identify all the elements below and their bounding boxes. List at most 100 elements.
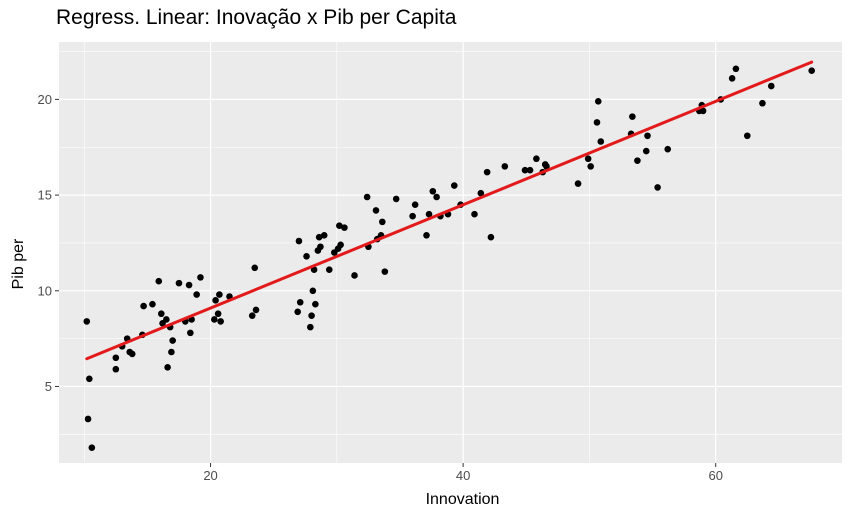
data-point	[295, 237, 303, 245]
data-point	[149, 300, 156, 308]
data-point	[533, 155, 540, 163]
data-point	[187, 329, 194, 337]
data-point	[336, 222, 343, 230]
data-point	[296, 298, 304, 306]
data-point	[363, 193, 371, 201]
data-point	[303, 253, 310, 260]
data-point	[112, 365, 120, 373]
data-point	[423, 231, 430, 239]
y-tick-label: 20	[38, 92, 52, 107]
data-point	[351, 272, 358, 279]
x-axis: 20 40 60	[203, 463, 723, 483]
data-point	[372, 207, 380, 214]
major-gridlines	[59, 42, 842, 463]
plot-panel	[59, 42, 842, 463]
data-point	[325, 266, 333, 274]
data-point	[88, 444, 96, 451]
data-point	[501, 163, 509, 170]
data-point	[450, 182, 458, 189]
data-point	[743, 132, 751, 140]
data-point	[521, 166, 529, 174]
data-point	[193, 291, 200, 298]
data-point	[429, 187, 437, 195]
data-point	[587, 163, 594, 170]
data-point	[337, 241, 344, 249]
x-axis-title: Innovation	[425, 491, 500, 508]
data-point	[128, 350, 136, 358]
data-point	[251, 264, 259, 272]
data-point	[185, 281, 193, 289]
data-point	[341, 224, 348, 231]
data-point	[309, 287, 317, 295]
data-point	[84, 415, 92, 423]
data-point	[808, 67, 815, 75]
data-point	[157, 310, 165, 318]
data-point	[211, 316, 218, 323]
data-point	[526, 166, 534, 174]
data-point	[642, 147, 650, 155]
chart-title: Regress. Linear: Inovação x Pib per Capi…	[56, 6, 457, 29]
data-point	[168, 348, 175, 356]
data-point	[248, 312, 256, 319]
data-point	[644, 132, 651, 140]
data-point	[175, 279, 183, 287]
data-point	[164, 364, 171, 371]
data-point	[216, 291, 223, 298]
data-point	[728, 75, 736, 82]
data-point	[594, 98, 602, 105]
y-axis-title: Pib per	[10, 238, 27, 290]
data-point	[217, 318, 224, 325]
data-point	[163, 316, 170, 323]
x-tick-label: 60	[708, 468, 722, 483]
data-point	[294, 308, 301, 316]
x-tick-label: 40	[456, 468, 470, 483]
data-point	[409, 212, 416, 220]
data-point	[597, 138, 605, 145]
data-point	[252, 306, 260, 314]
data-point	[308, 312, 315, 319]
data-point	[593, 119, 601, 126]
data-point	[307, 323, 314, 331]
y-tick-label: 15	[38, 188, 52, 203]
data-point	[320, 231, 328, 239]
data-point	[411, 201, 419, 208]
data-point	[315, 233, 323, 241]
data-point	[767, 82, 775, 90]
data-point	[433, 193, 440, 201]
data-point	[317, 243, 324, 251]
y-tick-label: 5	[45, 379, 52, 394]
data-point	[483, 168, 491, 176]
data-point	[471, 210, 478, 218]
data-point	[214, 310, 222, 318]
data-point	[310, 266, 318, 274]
data-point	[83, 318, 91, 325]
y-axis: 5 10 15 20	[38, 92, 59, 394]
data-point	[112, 354, 120, 362]
data-point	[169, 337, 176, 344]
x-tick-label: 20	[203, 468, 217, 483]
data-point	[140, 302, 147, 310]
data-point	[381, 268, 389, 275]
regression-line	[85, 60, 814, 361]
data-point	[629, 113, 636, 120]
data-point	[392, 195, 400, 203]
data-point	[86, 375, 93, 383]
data-point	[312, 300, 319, 308]
data-point	[543, 163, 550, 170]
data-point	[212, 297, 219, 304]
data-point	[584, 155, 592, 163]
data-point	[699, 107, 707, 115]
data-point	[155, 277, 163, 285]
data-point	[197, 274, 204, 281]
data-point	[732, 65, 740, 73]
data-point	[379, 218, 386, 226]
data-point	[759, 99, 766, 107]
data-points	[83, 65, 815, 451]
data-point	[664, 145, 672, 153]
data-point	[477, 189, 485, 197]
data-point	[634, 157, 641, 164]
data-point	[574, 180, 582, 187]
y-tick-label: 10	[38, 283, 52, 298]
data-point	[487, 233, 495, 241]
